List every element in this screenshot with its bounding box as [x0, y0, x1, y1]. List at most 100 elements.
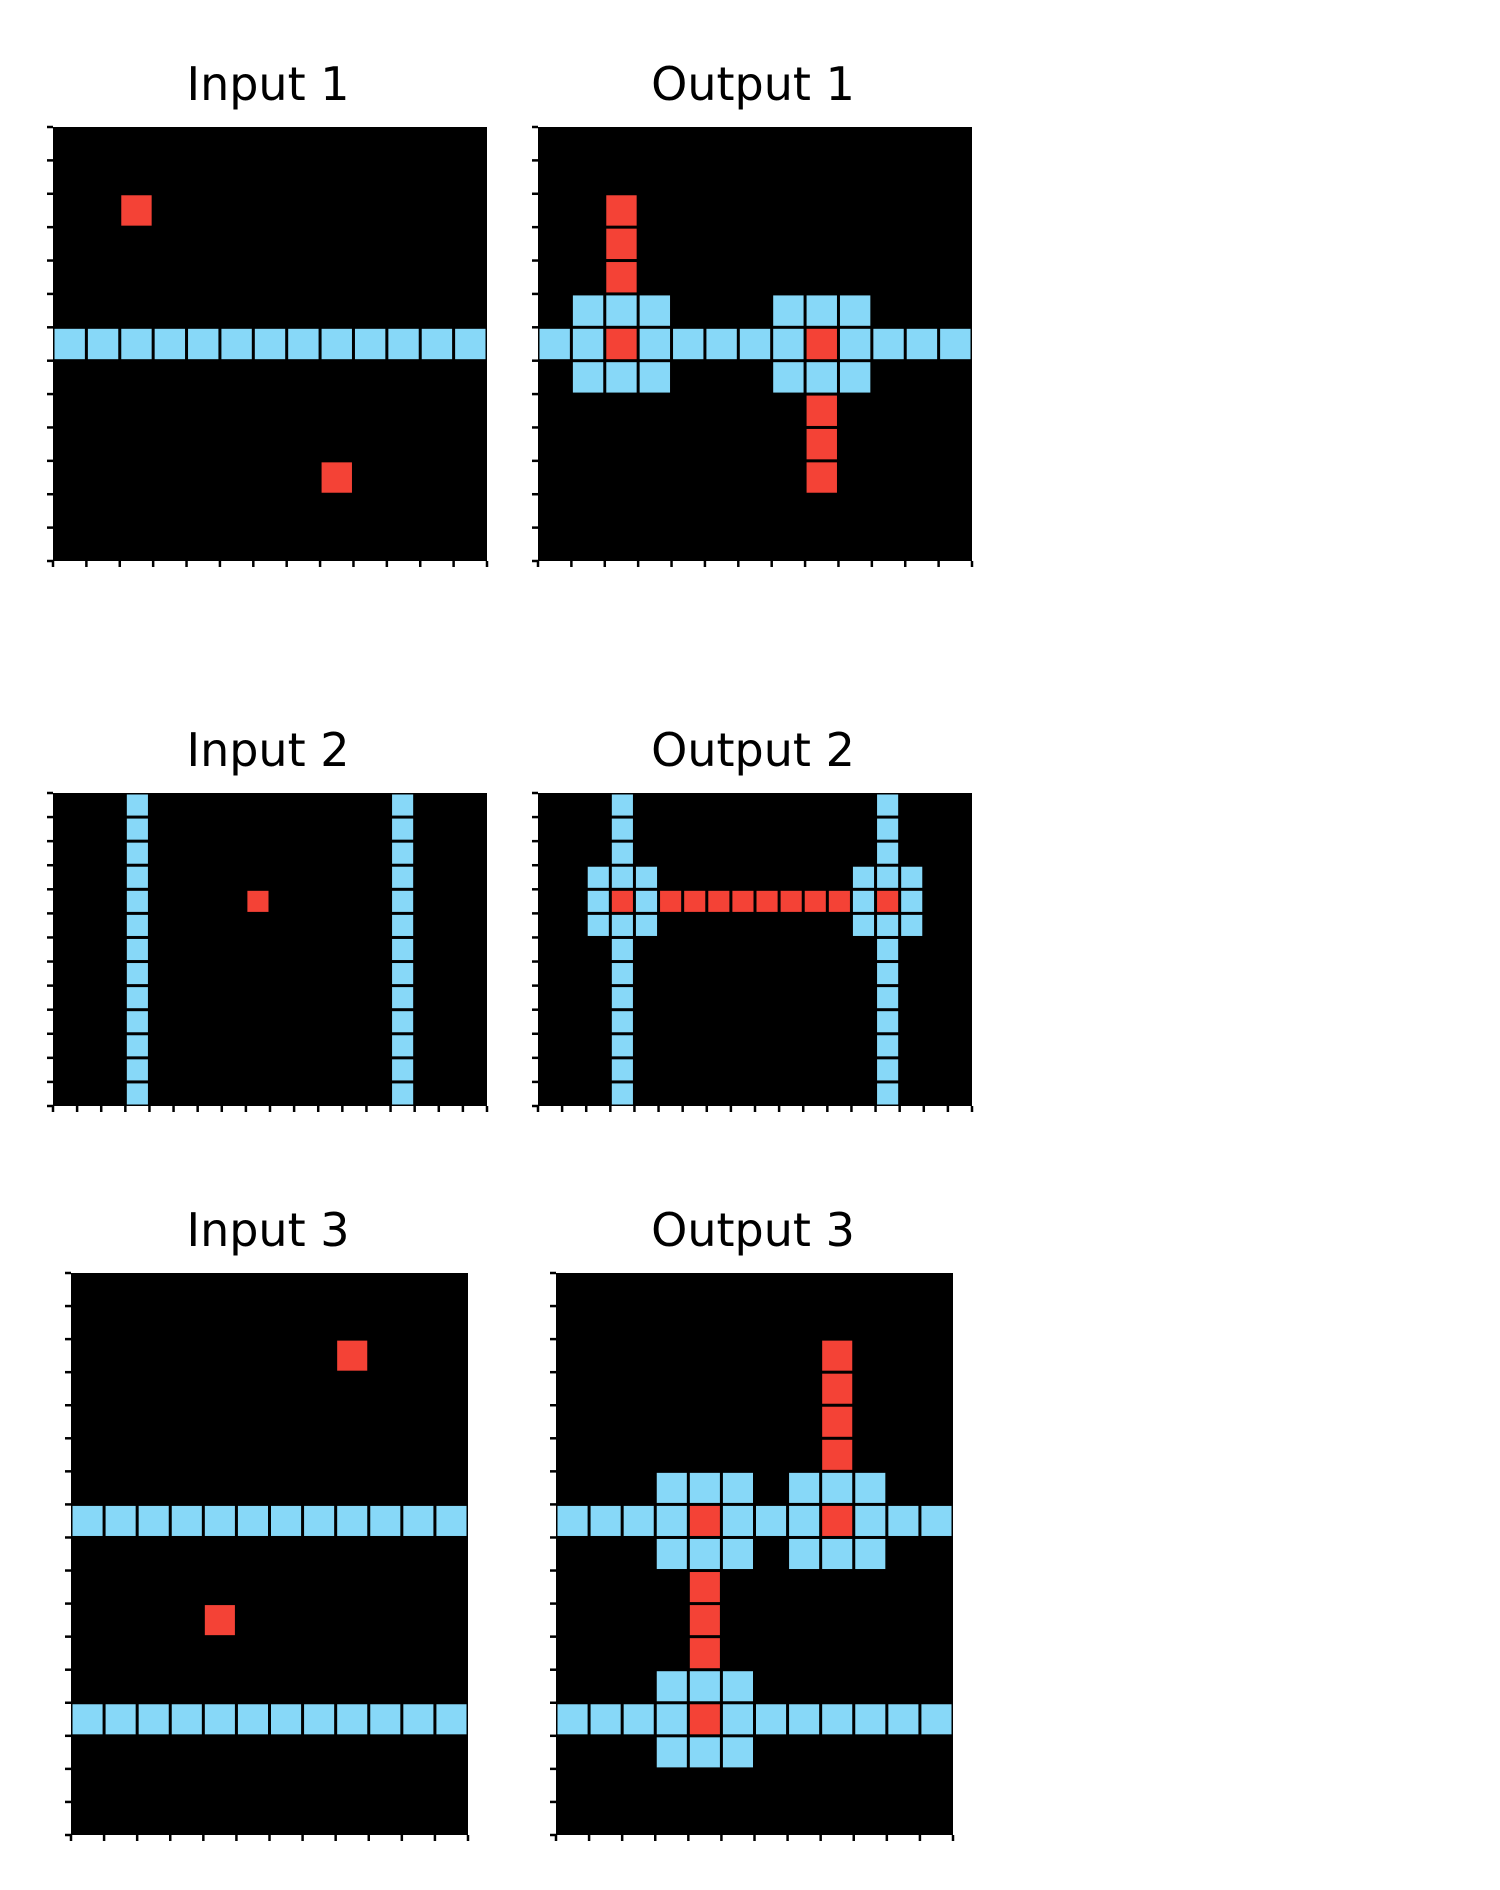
cyan-cell — [611, 914, 633, 936]
cyan-cell — [392, 866, 414, 888]
cyan-cell — [221, 328, 252, 360]
cyan-cell — [773, 362, 804, 393]
red-cell — [689, 1572, 720, 1603]
cyan-cell — [901, 914, 923, 936]
cyan-cell — [337, 1505, 368, 1536]
cyan-cell — [126, 963, 148, 985]
red-cell — [689, 1505, 720, 1536]
cyan-cell — [855, 1538, 886, 1570]
red-cell — [804, 890, 826, 912]
cyan-cell — [639, 362, 671, 393]
red-cell — [806, 462, 837, 493]
cyan-cell — [254, 328, 286, 360]
panel-title: Input 1 — [187, 57, 350, 111]
red-cell — [606, 195, 637, 226]
cyan-cell — [873, 328, 904, 360]
cyan-cell — [288, 328, 319, 360]
grid-background — [556, 1273, 953, 1835]
cyan-cell — [611, 1011, 633, 1033]
cyan-cell — [421, 328, 453, 360]
cyan-cell — [539, 328, 570, 360]
cyan-cell — [72, 1704, 103, 1735]
red-cell — [822, 1439, 853, 1470]
cyan-cell — [852, 890, 875, 912]
panel-title: Output 2 — [651, 723, 855, 777]
cyan-cell — [789, 1472, 820, 1503]
cyan-cell — [354, 328, 386, 360]
cyan-cell — [906, 328, 938, 360]
cyan-cell — [392, 914, 414, 936]
cyan-cell — [611, 1083, 633, 1105]
cyan-cell — [590, 1704, 621, 1735]
cyan-cell — [392, 842, 414, 864]
cyan-cell — [126, 1035, 148, 1057]
cyan-cell — [822, 1472, 853, 1503]
cyan-cell — [271, 1505, 302, 1536]
cyan-cell — [54, 328, 85, 360]
cyan-cell — [126, 866, 148, 888]
red-cell — [660, 890, 682, 912]
red-cell — [806, 328, 837, 360]
cyan-cell — [852, 914, 875, 936]
cyan-cell — [606, 362, 637, 393]
cyan-cell — [587, 866, 609, 888]
cyan-cell — [611, 842, 633, 864]
panel-title: Output 3 — [651, 1203, 855, 1257]
red-cell — [822, 1406, 853, 1437]
cyan-cell — [877, 914, 899, 936]
cyan-cell — [611, 866, 633, 888]
cyan-cell — [656, 1505, 687, 1536]
panel-input-1: Input 1 — [47, 57, 489, 567]
cyan-cell — [126, 987, 148, 1009]
red-cell — [121, 195, 152, 226]
cyan-cell — [154, 328, 186, 360]
cyan-cell — [126, 1011, 148, 1033]
grid-background — [538, 793, 972, 1106]
cyan-cell — [392, 1011, 414, 1033]
panel-output-1: Output 1 — [532, 57, 974, 567]
panel-output-3: Output 2 — [532, 723, 974, 1112]
cyan-cell — [304, 1505, 335, 1536]
cyan-cell — [756, 1704, 787, 1735]
cyan-cell — [689, 1671, 720, 1702]
cyan-cell — [656, 1671, 687, 1702]
cyan-cell — [321, 328, 352, 360]
cyan-cell — [403, 1505, 434, 1536]
cyan-cell — [656, 1737, 687, 1768]
cyan-cell — [852, 866, 875, 888]
cyan-cell — [673, 328, 704, 360]
panel-title: Input 3 — [187, 1203, 350, 1257]
cyan-cell — [126, 890, 148, 912]
cyan-cell — [126, 818, 148, 840]
cyan-cell — [921, 1704, 952, 1735]
cyan-cell — [901, 890, 923, 912]
red-cell — [204, 1605, 235, 1636]
cyan-cell — [921, 1505, 952, 1536]
cyan-cell — [656, 1538, 687, 1570]
cyan-cell — [877, 794, 899, 816]
cyan-cell — [138, 1704, 169, 1735]
red-cell — [606, 228, 637, 260]
red-cell — [247, 890, 269, 912]
cyan-cell — [839, 362, 871, 393]
cyan-cell — [877, 963, 899, 985]
cyan-cell — [722, 1472, 753, 1503]
cyan-cell — [572, 295, 604, 326]
cyan-cell — [392, 987, 414, 1009]
cyan-cell — [722, 1505, 753, 1536]
cyan-cell — [877, 818, 899, 840]
cyan-cell — [436, 1704, 467, 1735]
cyan-cell — [689, 1538, 720, 1570]
red-cell — [732, 890, 754, 912]
cyan-cell — [138, 1505, 169, 1536]
cyan-cell — [623, 1704, 654, 1735]
red-cell — [780, 890, 802, 912]
cyan-cell — [722, 1538, 753, 1570]
cyan-cell — [126, 1059, 148, 1081]
cyan-cell — [635, 866, 658, 888]
panel-output-3: Output 3 — [550, 1203, 955, 1841]
cyan-cell — [773, 295, 804, 326]
red-cell — [806, 428, 837, 460]
cyan-cell — [611, 938, 633, 961]
